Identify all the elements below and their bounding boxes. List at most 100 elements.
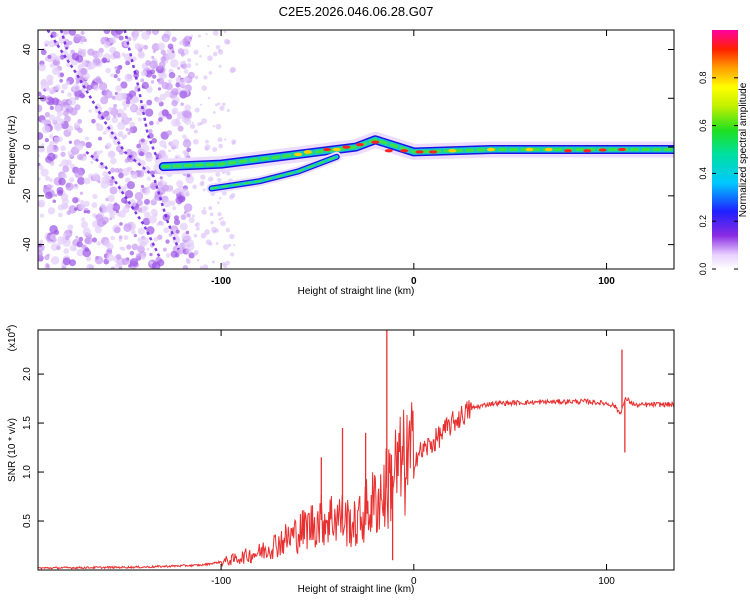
noise-dot xyxy=(183,110,192,119)
noise-dot xyxy=(94,226,102,234)
noise-dot xyxy=(171,36,177,42)
noise-dot xyxy=(130,105,136,112)
noise-dot xyxy=(49,134,54,139)
noise-dot xyxy=(117,212,121,217)
noise-dot xyxy=(99,80,103,85)
noise-dot xyxy=(173,219,181,226)
noise-dot xyxy=(129,258,139,267)
noise-streak xyxy=(46,30,180,250)
y-tick-label: 2.0 xyxy=(22,367,33,381)
noise-dot xyxy=(149,261,153,265)
noise-dot xyxy=(132,37,137,42)
noise-dot xyxy=(217,137,223,143)
noise-dot xyxy=(118,172,124,179)
noise-dot xyxy=(125,99,131,105)
noise-dot xyxy=(212,147,218,153)
noise-dot xyxy=(93,151,97,155)
noise-dot xyxy=(148,129,153,134)
noise-dot xyxy=(215,171,221,177)
noise-dot xyxy=(208,71,213,75)
noise-dot xyxy=(118,149,124,155)
noise-dot xyxy=(95,76,102,83)
noise-dot xyxy=(46,97,55,106)
noise-dot xyxy=(212,111,216,114)
noise-dot xyxy=(140,237,149,246)
noise-dot xyxy=(124,73,133,82)
noise-dot xyxy=(187,261,190,264)
noise-dot xyxy=(40,168,49,177)
noise-dot xyxy=(181,63,187,70)
noise-dot xyxy=(233,244,236,247)
noise-dot xyxy=(156,121,160,125)
noise-dot xyxy=(149,170,155,176)
noise-dot xyxy=(135,108,144,116)
noise-dot xyxy=(217,212,222,217)
noise-dot xyxy=(177,194,186,203)
noise-dot xyxy=(127,131,131,135)
noise-dot xyxy=(57,212,63,218)
noise-dot xyxy=(131,243,139,251)
noise-dot xyxy=(45,175,51,181)
noise-dot xyxy=(121,52,126,57)
noise-dot xyxy=(42,125,51,134)
noise-dot xyxy=(215,242,219,245)
noise-dot xyxy=(133,72,139,79)
x-tick-label: -100 xyxy=(211,576,231,587)
noise-dot xyxy=(109,179,114,184)
noise-dot xyxy=(151,30,160,35)
noise-dot xyxy=(75,235,79,239)
noise-dot xyxy=(91,202,98,208)
noise-dot xyxy=(67,92,72,97)
noise-dot xyxy=(49,105,54,110)
noise-dot xyxy=(177,125,184,132)
noise-dot xyxy=(103,240,111,248)
noise-dot xyxy=(64,43,70,49)
noise-dot xyxy=(144,189,149,193)
noise-dot xyxy=(113,103,118,108)
noise-dot xyxy=(67,224,74,231)
noise-dot xyxy=(226,109,230,113)
noise-dot xyxy=(167,43,174,50)
noise-dot xyxy=(193,233,198,238)
noise-dot xyxy=(42,186,50,194)
noise-dot xyxy=(119,246,123,250)
noise-dot xyxy=(82,227,91,236)
noise-dot xyxy=(57,236,66,245)
noise-dot xyxy=(220,220,226,227)
noise-dot xyxy=(82,81,86,85)
noise-dot xyxy=(199,265,203,269)
noise-dot xyxy=(105,142,112,149)
noise-dot xyxy=(169,200,176,206)
snr-multiplier-base: (x10 xyxy=(7,331,18,351)
noise-dot xyxy=(151,137,157,144)
noise-dot xyxy=(47,54,52,59)
warm-spot xyxy=(486,147,495,152)
noise-dot xyxy=(230,193,236,198)
noise-dot xyxy=(52,199,57,204)
noise-dot xyxy=(45,191,53,200)
noise-dot xyxy=(123,134,128,139)
noise-dot xyxy=(75,142,84,151)
noise-dot xyxy=(165,51,175,61)
colorbar-tick-label: 0.0 xyxy=(698,263,708,276)
noise-dot xyxy=(157,87,162,91)
noise-dot xyxy=(72,197,79,204)
noise-dot xyxy=(133,173,138,179)
noise-dot xyxy=(174,187,181,194)
noise-dot xyxy=(117,65,123,71)
noise-dot xyxy=(106,253,115,262)
noise-dot xyxy=(85,256,92,262)
noise-dot xyxy=(192,184,197,190)
noise-dot xyxy=(113,74,118,79)
noise-dot xyxy=(114,167,120,173)
noise-dot xyxy=(42,78,47,82)
noise-dot xyxy=(110,73,115,78)
noise-dot xyxy=(123,235,129,240)
noise-dot xyxy=(64,115,71,123)
noise-dot xyxy=(129,121,135,128)
noise-dot xyxy=(115,92,125,101)
y-tick-label: -20 xyxy=(22,188,33,203)
noise-dot xyxy=(63,248,70,254)
noise-dot xyxy=(100,203,106,209)
noise-dot xyxy=(152,50,156,54)
